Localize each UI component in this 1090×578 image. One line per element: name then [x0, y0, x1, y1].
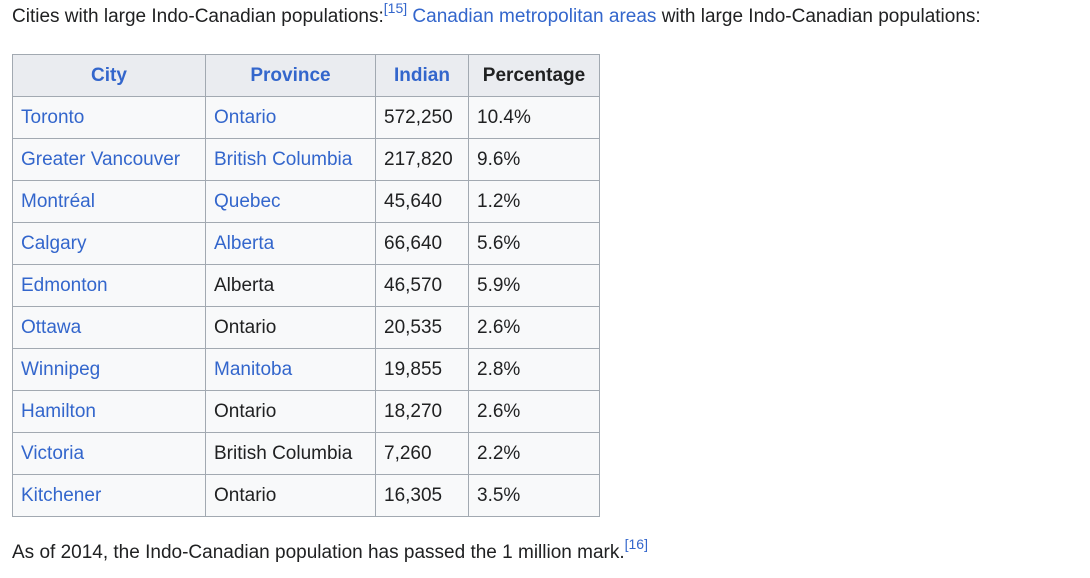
province-link[interactable]: Manitoba — [205, 348, 376, 391]
indian-population-cell: 7,260 — [375, 432, 469, 475]
city-link[interactable]: Calgary — [12, 222, 206, 265]
percentage-cell: 2.8% — [468, 348, 600, 391]
table-row: Kitchener Ontario 16,305 3.5% — [12, 474, 600, 517]
metro-areas-link[interactable]: Canadian metropolitan areas — [412, 6, 657, 27]
city-link[interactable]: Ottawa — [12, 306, 206, 349]
city-link[interactable]: Greater Vancouver — [12, 138, 206, 181]
indian-population-cell: 16,305 — [375, 474, 469, 517]
outro-text: As of 2014, the Indo-Canadian population… — [12, 542, 625, 563]
table-row: Calgary Alberta 66,640 5.6% — [12, 222, 600, 265]
indian-population-cell: 19,855 — [375, 348, 469, 391]
province-cell: Ontario — [205, 306, 376, 349]
outro-paragraph: As of 2014, the Indo-Canadian population… — [12, 537, 648, 566]
column-header-indian[interactable]: Indian — [375, 54, 469, 97]
province-cell: Ontario — [205, 390, 376, 433]
intro-text: Cities with large Indo-Canadian populati… — [12, 6, 384, 27]
city-link[interactable]: Hamilton — [12, 390, 206, 433]
indian-population-cell: 46,570 — [375, 264, 469, 307]
city-link[interactable]: Winnipeg — [12, 348, 206, 391]
indian-population-cell: 217,820 — [375, 138, 469, 181]
reference-16[interactable]: [16] — [624, 535, 648, 552]
percentage-cell: 5.6% — [468, 222, 600, 265]
province-cell: Alberta — [205, 264, 376, 307]
table-row: Hamilton Ontario 18,270 2.6% — [12, 390, 600, 433]
percentage-cell: 2.6% — [468, 306, 600, 349]
indian-population-cell: 18,270 — [375, 390, 469, 433]
indian-population-cell: 572,250 — [375, 96, 469, 139]
table-row: Winnipeg Manitoba 19,855 2.8% — [12, 348, 600, 391]
column-header-city[interactable]: City — [12, 54, 206, 97]
intro-paragraph: Cities with large Indo-Canadian populati… — [12, 1, 981, 30]
percentage-cell: 2.6% — [468, 390, 600, 433]
province-link[interactable]: Quebec — [205, 180, 376, 223]
table-row: Toronto Ontario 572,250 10.4% — [12, 96, 600, 139]
province-link[interactable]: British Columbia — [205, 138, 376, 181]
percentage-cell: 5.9% — [468, 264, 600, 307]
city-link[interactable]: Toronto — [12, 96, 206, 139]
intro-tail: with large Indo-Canadian populations: — [656, 6, 981, 27]
province-link[interactable]: Ontario — [205, 96, 376, 139]
indian-population-cell: 66,640 — [375, 222, 469, 265]
table-row: Greater Vancouver British Columbia 217,820… — [12, 138, 600, 181]
table-row: Montréal Quebec 45,640 1.2% — [12, 180, 600, 223]
percentage-cell: 3.5% — [468, 474, 600, 517]
city-link[interactable]: Montréal — [12, 180, 206, 223]
city-link[interactable]: Victoria — [12, 432, 206, 475]
percentage-cell: 2.2% — [468, 432, 600, 475]
city-link[interactable]: Kitchener — [12, 474, 206, 517]
table-row: Edmonton Alberta 46,570 5.9% — [12, 264, 600, 307]
column-header-percentage: Percentage — [468, 54, 600, 97]
percentage-cell: 10.4% — [468, 96, 600, 139]
column-header-province[interactable]: Province — [205, 54, 376, 97]
indian-population-cell: 45,640 — [375, 180, 469, 223]
table-row: Victoria British Columbia 7,260 2.2% — [12, 432, 600, 475]
province-cell: Ontario — [205, 474, 376, 517]
percentage-cell: 9.6% — [468, 138, 600, 181]
province-link[interactable]: Alberta — [205, 222, 376, 265]
indian-population-cell: 20,535 — [375, 306, 469, 349]
indo-canadian-cities-table: City Province Indian Percentage Toronto O… — [12, 54, 600, 517]
province-cell: British Columbia — [205, 432, 376, 475]
table-header-row: City Province Indian Percentage — [12, 54, 600, 97]
percentage-cell: 1.2% — [468, 180, 600, 223]
table-row: Ottawa Ontario 20,535 2.6% — [12, 306, 600, 349]
reference-15[interactable]: [15] — [383, 0, 408, 16]
city-link[interactable]: Edmonton — [12, 264, 206, 307]
